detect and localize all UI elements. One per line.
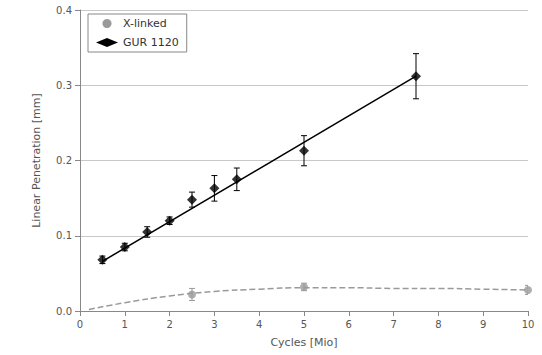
svg-text:0.3: 0.3 <box>56 80 72 91</box>
svg-text:Linear Penetration [mm]: Linear Penetration [mm] <box>30 93 43 228</box>
svg-text:0.4: 0.4 <box>56 5 72 16</box>
svg-text:GUR 1120: GUR 1120 <box>123 36 179 49</box>
svg-text:0.2: 0.2 <box>56 155 72 166</box>
svg-text:9: 9 <box>480 319 486 330</box>
svg-text:3: 3 <box>211 319 217 330</box>
svg-text:7: 7 <box>390 319 396 330</box>
svg-text:0.0: 0.0 <box>56 306 72 317</box>
svg-text:0.1: 0.1 <box>56 230 72 241</box>
svg-text:0: 0 <box>77 319 83 330</box>
svg-text:Cycles [Mio]: Cycles [Mio] <box>270 336 337 349</box>
svg-text:10: 10 <box>522 319 535 330</box>
svg-text:6: 6 <box>346 319 352 330</box>
svg-text:2: 2 <box>166 319 172 330</box>
svg-text:4: 4 <box>256 319 262 330</box>
svg-text:X-linked: X-linked <box>123 17 167 30</box>
svg-text:8: 8 <box>435 319 441 330</box>
svg-text:5: 5 <box>301 319 307 330</box>
svg-text:1: 1 <box>122 319 128 330</box>
